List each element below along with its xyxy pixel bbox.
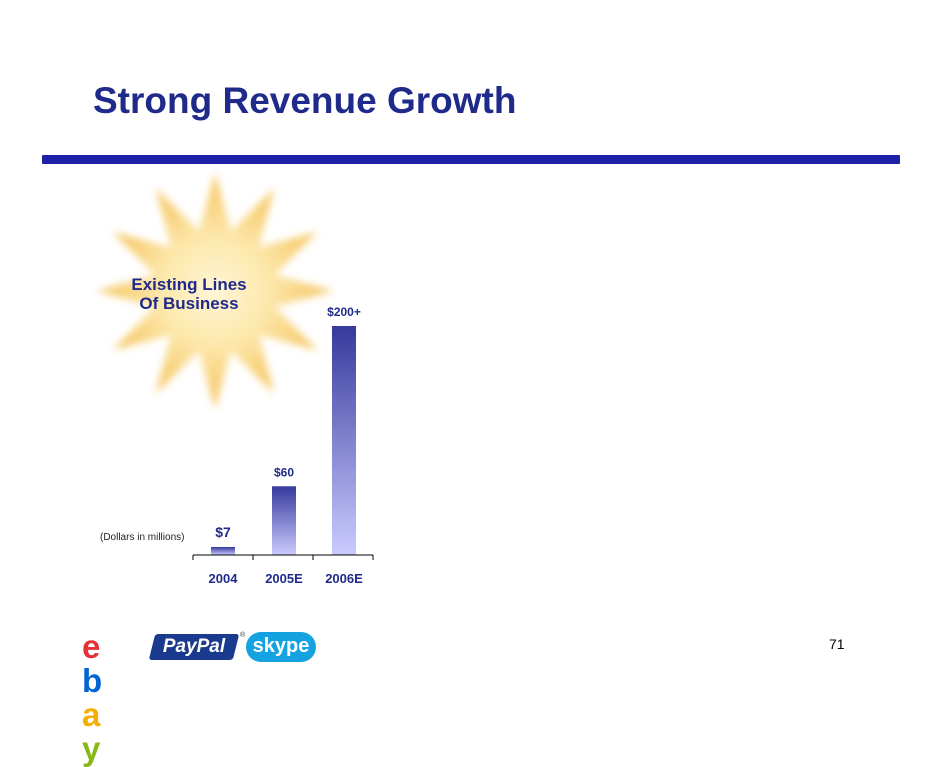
tick-label-2005E: 2005E bbox=[265, 571, 303, 586]
paypal-logo: PayPal bbox=[148, 634, 240, 660]
data-label-2004: $7 bbox=[215, 524, 231, 540]
ebay-logo: ebay bbox=[82, 628, 102, 767]
callout-line-1: Existing Lines bbox=[131, 275, 247, 294]
callout-line-2: Of Business bbox=[139, 294, 239, 313]
tick-label-2006E: 2006E bbox=[325, 571, 363, 586]
starburst-graphic bbox=[97, 173, 333, 409]
units-note: (Dollars in millions) bbox=[100, 532, 185, 543]
page-number: 71 bbox=[829, 636, 845, 652]
revenue-bar-chart: $7 2004 $60 2005E $200+ 2006E bbox=[192, 305, 374, 586]
data-label-2005E: $60 bbox=[274, 465, 294, 479]
bar-2005E bbox=[272, 486, 296, 555]
data-label-2006E: $200+ bbox=[327, 305, 361, 319]
skype-logo: skype bbox=[246, 632, 316, 662]
bar-2004 bbox=[211, 546, 235, 555]
business-callout: Existing Lines Of Business bbox=[104, 275, 274, 313]
slide-title: Strong Revenue Growth bbox=[93, 80, 517, 121]
tick-label-2004: 2004 bbox=[209, 571, 239, 586]
bar-2006E bbox=[332, 326, 356, 555]
paypal-registered-mark: ® bbox=[240, 632, 246, 639]
title-rule bbox=[42, 155, 900, 164]
